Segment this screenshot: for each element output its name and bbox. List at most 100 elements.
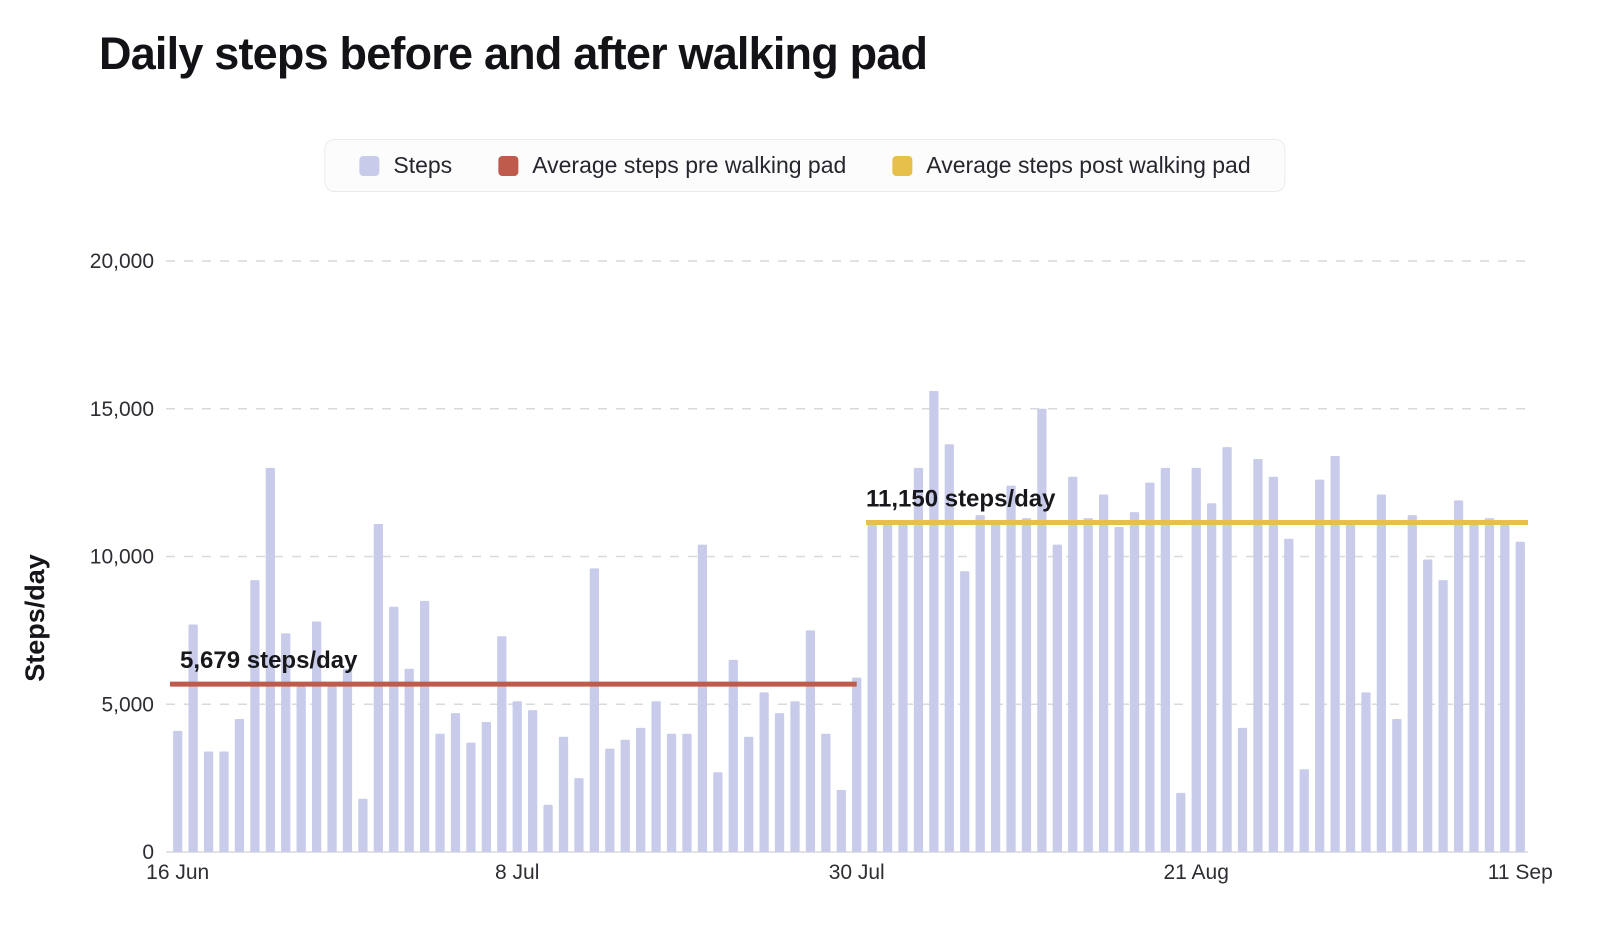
bar: [636, 727, 646, 852]
bar: [666, 733, 677, 852]
bar: [1037, 408, 1047, 852]
bar: [373, 523, 383, 852]
bar: [265, 467, 275, 852]
bar: [1330, 456, 1340, 852]
bar: [1253, 458, 1263, 852]
legend-item-pre-average: Average steps pre walking pad: [498, 152, 846, 179]
bar: [913, 467, 924, 852]
bar: [466, 742, 476, 852]
post-average-legend-swatch: [892, 155, 913, 176]
bar: [960, 571, 970, 852]
bar: [1284, 538, 1294, 852]
bar: [250, 580, 260, 852]
bar: [1438, 580, 1448, 852]
bar: [450, 713, 461, 852]
bar: [1376, 494, 1387, 852]
bar: [1176, 792, 1186, 852]
x-tick-label: 16 Jun: [146, 861, 209, 884]
bar: [327, 686, 337, 852]
bar: [790, 701, 800, 852]
y-tick-label: 20,000: [90, 250, 154, 273]
y-tick-label: 15,000: [90, 398, 154, 421]
bar: [435, 733, 445, 852]
bar: [1114, 526, 1124, 852]
y-tick-label: 5,000: [101, 693, 154, 716]
bar: [203, 751, 214, 852]
bar: [713, 772, 723, 852]
bar: [1052, 544, 1062, 852]
bar: [1407, 515, 1417, 852]
bar: [296, 686, 306, 852]
bar: [1299, 769, 1309, 852]
bar: [605, 748, 615, 852]
bar: [1315, 479, 1325, 852]
bar: [234, 719, 245, 852]
bar: [1021, 518, 1032, 852]
chart-legend: Steps Average steps pre walking pad Aver…: [324, 139, 1286, 192]
bar: [1500, 523, 1510, 852]
steps-legend-swatch: [359, 155, 380, 176]
bar: [1083, 518, 1093, 852]
chart-title: Daily steps before and after walking pad: [99, 28, 928, 79]
bar: [497, 636, 507, 852]
bar: [419, 600, 430, 852]
bar: [219, 751, 229, 852]
bar: [728, 659, 738, 852]
bar: [744, 736, 754, 852]
bar: [867, 523, 877, 852]
bar: [1145, 482, 1155, 852]
bar: [1222, 447, 1232, 852]
bar: [1207, 503, 1217, 852]
bar: [929, 391, 939, 852]
bar: [342, 668, 353, 852]
bar: [975, 515, 985, 852]
bar: [1237, 727, 1248, 852]
bar: [173, 730, 183, 852]
bar: [944, 444, 954, 852]
bar: [481, 721, 491, 852]
average-label-pre: 5,679 steps/day: [180, 647, 358, 674]
bar: [358, 798, 368, 852]
bar: [1392, 719, 1402, 852]
bar: [1345, 523, 1356, 852]
bar: [821, 733, 831, 852]
bar: [1361, 692, 1371, 852]
bar: [1098, 494, 1109, 852]
x-tick-label: 30 Jul: [829, 861, 885, 884]
bar: [281, 633, 291, 852]
bar: [990, 521, 1001, 852]
pre-average-legend-label: Average steps pre walking pad: [532, 152, 847, 178]
bar: [1453, 500, 1464, 852]
bar: [882, 521, 893, 852]
bar: [774, 713, 785, 852]
average-label-post: 11,150 steps/day: [866, 486, 1056, 513]
x-tick-label: 21 Aug: [1164, 861, 1229, 884]
bar: [512, 701, 522, 852]
x-tick-label: 8 Jul: [495, 861, 539, 884]
bar: [1068, 476, 1078, 852]
bar: [188, 624, 198, 852]
bar: [389, 606, 399, 852]
bar: [404, 668, 414, 852]
legend-item-post-average: Average steps post walking pad: [892, 152, 1251, 179]
bar: [311, 621, 322, 852]
bar: [574, 778, 584, 852]
bar: [1268, 476, 1279, 852]
bar: [852, 677, 862, 852]
bar: [620, 739, 630, 852]
y-tick-label: 0: [142, 841, 154, 864]
bar: [558, 736, 569, 852]
bar: [589, 568, 600, 852]
bar: [898, 523, 908, 852]
pre-average-legend-swatch: [498, 155, 519, 176]
bar: [1129, 512, 1140, 852]
bar: [682, 733, 692, 852]
bar: [697, 544, 708, 852]
bar: [805, 630, 816, 852]
bar: [543, 804, 553, 852]
bar: [651, 701, 661, 852]
bar: [759, 692, 769, 852]
bar: [1423, 559, 1433, 852]
